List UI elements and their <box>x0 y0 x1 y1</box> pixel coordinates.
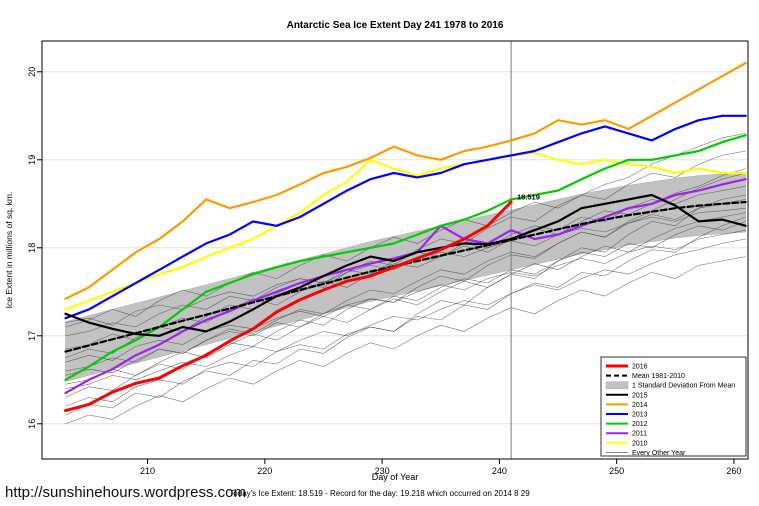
sea-ice-chart: 210 220 230 240 250 260 16 17 18 19 20 Antarctic Se… <box>4 20 749 482</box>
other-year-line <box>65 212 746 385</box>
other-year-line <box>65 199 746 376</box>
legend-label: 2015 <box>632 392 648 399</box>
series-2012 <box>64 134 747 381</box>
series-2013 <box>64 114 747 320</box>
series-2016 <box>64 200 513 413</box>
other-year-line <box>65 216 746 416</box>
legend-label: 2013 <box>632 412 648 419</box>
footer-caption: Today's Ice Extent: 18.519 - Record for … <box>229 489 530 498</box>
other-year-line <box>65 229 746 363</box>
other-year-line <box>65 194 746 407</box>
std-dev-band <box>65 171 746 382</box>
todays-extent-annotation: 18.519 <box>517 192 540 201</box>
legend-label: Every Other Year <box>632 450 686 457</box>
legend-label: 2011 <box>632 431 647 438</box>
series-2014 <box>64 61 747 300</box>
chart-title: Antarctic Sea Ice Extent Day 241 1978 to… <box>287 20 504 31</box>
x-tick-label: 240 <box>492 466 507 476</box>
legend-label: 2014 <box>632 402 648 409</box>
series-2015 <box>64 193 747 337</box>
x-tick-label: 250 <box>609 466 624 476</box>
legend-label: Mean 1981-2010 <box>632 373 685 380</box>
y-tick-label: 17 <box>27 331 37 341</box>
y-tick-label: 16 <box>27 419 37 429</box>
legend-label: 1 Standard Deviation From Mean <box>632 383 735 390</box>
legend-label: 2012 <box>632 421 648 428</box>
legend-label: 2010 <box>632 440 648 447</box>
y-tick-label: 20 <box>27 67 37 77</box>
y-axis-label: Ice Extent in millions of sq. km. <box>4 192 14 309</box>
x-tick-label: 210 <box>140 466 155 476</box>
y-tick-label: 19 <box>27 155 37 165</box>
other-year-line <box>65 256 746 425</box>
x-axis-label: Day of Year <box>372 472 419 482</box>
legend-swatch-band <box>605 381 629 389</box>
legend-label: 2016 <box>632 364 648 371</box>
other-year-line <box>65 133 746 328</box>
other-year-line <box>65 238 746 389</box>
other-year-line <box>65 168 746 350</box>
series-2011 <box>64 178 747 395</box>
plot-border <box>41 40 749 460</box>
source-url: http://sunshinehours.wordpress.com <box>5 484 246 501</box>
x-tick-label: 220 <box>257 466 272 476</box>
legend-box <box>600 356 747 457</box>
x-tick-label: 260 <box>726 466 741 476</box>
y-tick-label: 18 <box>27 243 37 253</box>
series-2010 <box>64 151 747 311</box>
x-tick-label: 230 <box>375 466 390 476</box>
